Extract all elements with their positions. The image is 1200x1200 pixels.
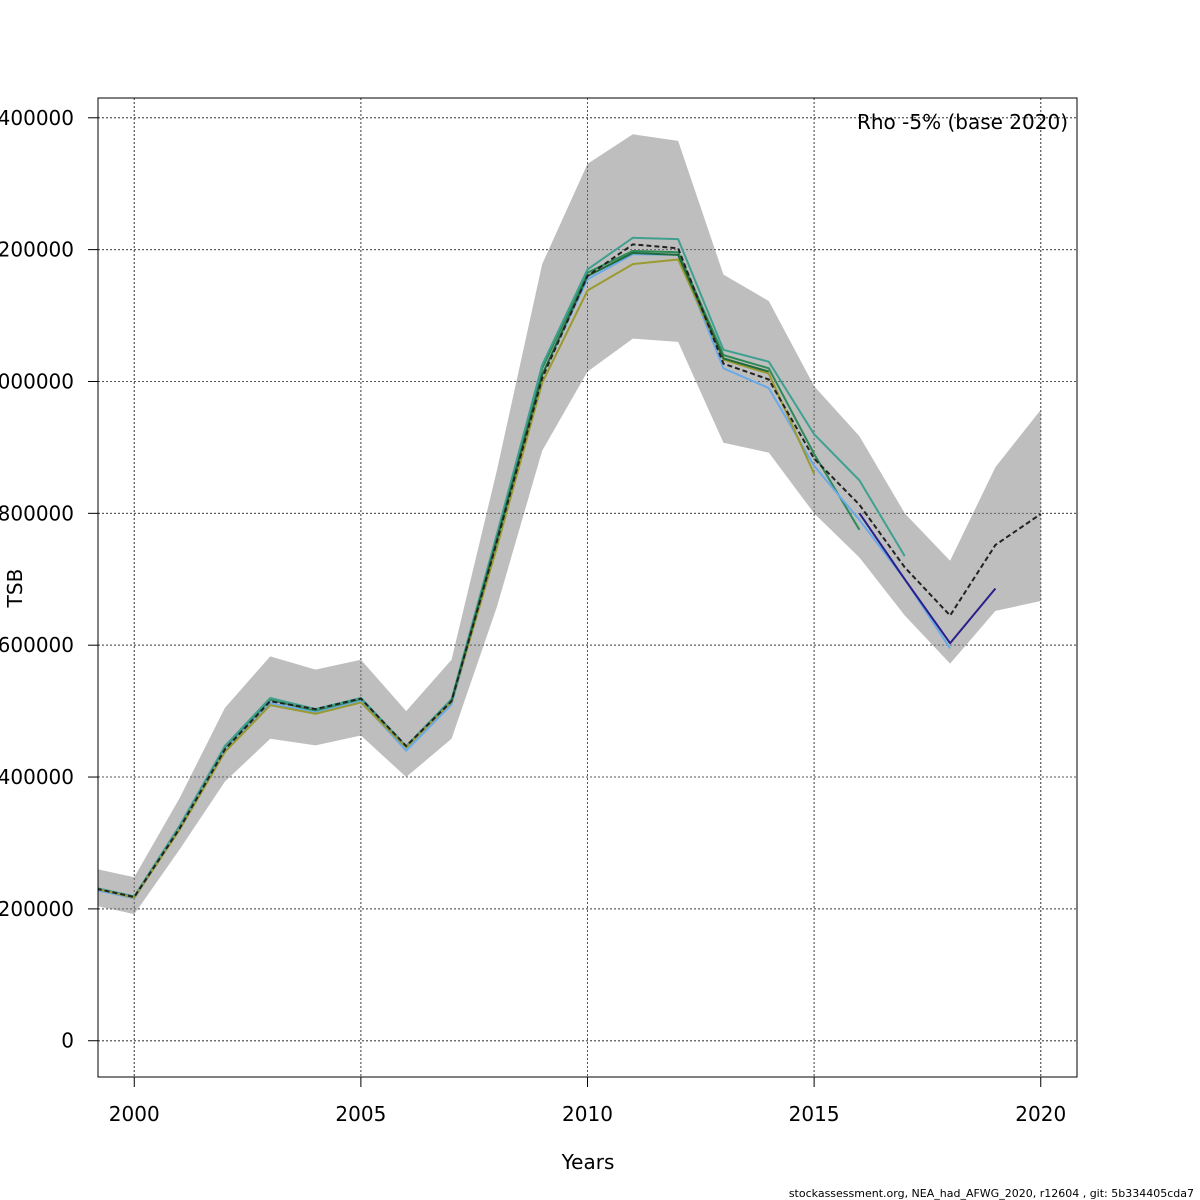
series-line-5 [858, 512, 997, 645]
x-tick-label: 2000 [109, 1102, 160, 1126]
footer-credit: stockassessment.org, NEA_had_AFWG_2020, … [789, 1187, 1194, 1200]
y-tick-label: 1000000 [0, 369, 74, 393]
series-line-2 [98, 236, 906, 898]
x-axis-title: Years [561, 1150, 615, 1174]
y-tick-label: 1400000 [0, 106, 74, 130]
confidence-band-layer [98, 134, 1041, 915]
series-line-3 [98, 253, 951, 900]
y-tick-label: 200000 [0, 897, 74, 921]
x-tick-label: 2020 [1015, 1102, 1066, 1126]
x-axis: 2000 2005 2010 2015 2020 [109, 1077, 1066, 1126]
confidence-band [98, 134, 1041, 915]
x-tick-label: 2010 [562, 1102, 613, 1126]
y-tick-label: 800000 [0, 501, 74, 525]
y-tick-label: 0 [61, 1029, 74, 1053]
y-tick-label: 1200000 [0, 238, 74, 262]
y-tick-label: 400000 [0, 765, 74, 789]
y-axis-title: TSB [3, 569, 27, 609]
x-tick-label: 2005 [335, 1102, 386, 1126]
y-axis: 0 200000 400000 600000 800000 1000000 1200000 1… [0, 106, 98, 1053]
series-layer [98, 236, 1042, 900]
series-line-7 [98, 243, 1042, 899]
x-tick-label: 2015 [789, 1102, 840, 1126]
y-tick-label: 600000 [0, 633, 74, 657]
grid-overlay [98, 98, 1077, 1077]
annotation: Rho -5% (base 2020) [857, 110, 1068, 134]
